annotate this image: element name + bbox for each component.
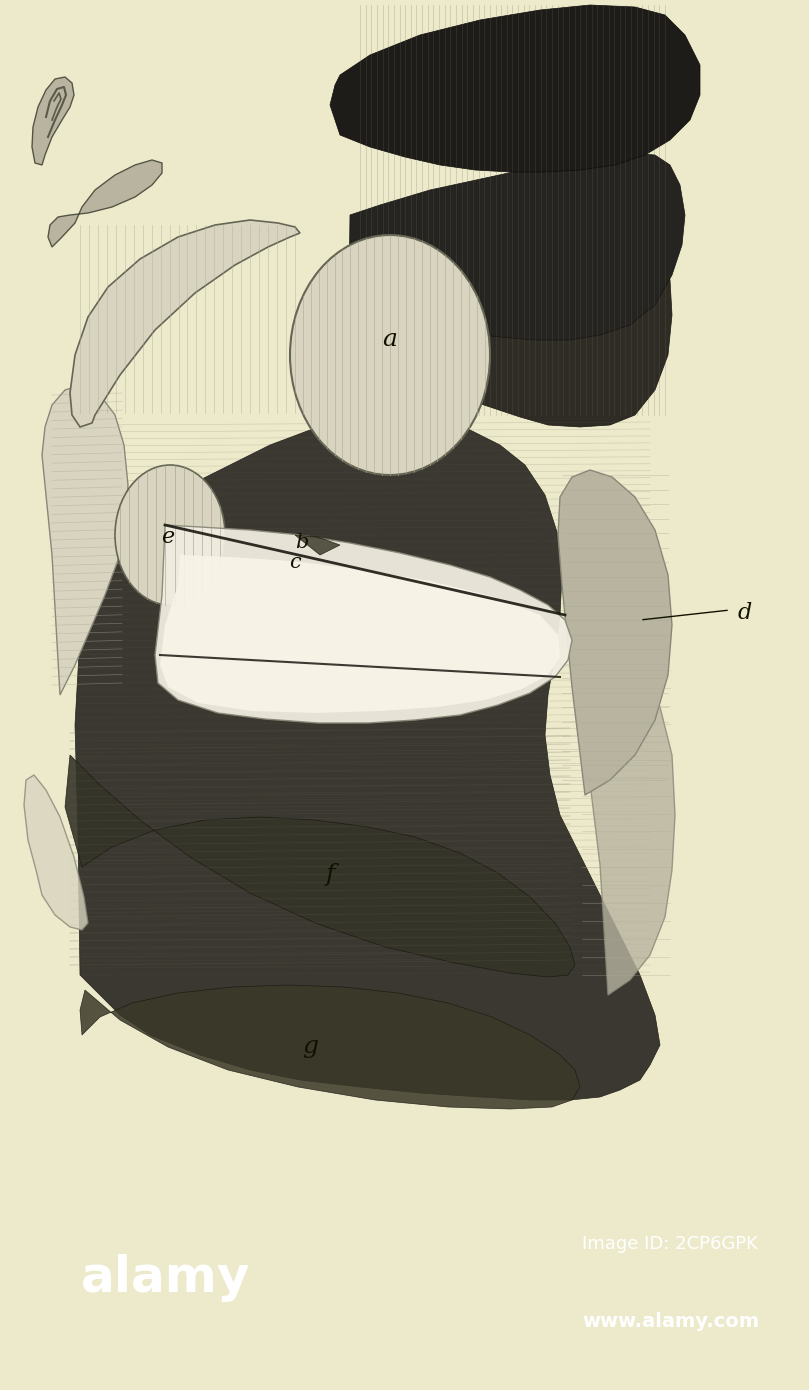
Polygon shape <box>70 220 300 427</box>
Text: a: a <box>383 328 397 352</box>
Text: d: d <box>738 602 752 624</box>
Polygon shape <box>65 755 575 977</box>
Ellipse shape <box>115 466 225 605</box>
Polygon shape <box>42 385 128 695</box>
Polygon shape <box>75 416 660 1099</box>
Text: Image ID: 2CP6GPK: Image ID: 2CP6GPK <box>582 1234 758 1252</box>
Text: www.alamy.com: www.alamy.com <box>582 1312 760 1330</box>
Polygon shape <box>48 160 162 247</box>
Text: f: f <box>325 863 335 887</box>
Polygon shape <box>24 776 88 930</box>
Polygon shape <box>155 525 572 723</box>
Polygon shape <box>330 6 700 172</box>
Text: c: c <box>289 553 301 573</box>
Polygon shape <box>330 153 685 370</box>
Text: alamy: alamy <box>81 1254 251 1302</box>
Text: e: e <box>162 525 175 548</box>
Polygon shape <box>578 664 675 995</box>
Polygon shape <box>558 470 672 795</box>
Polygon shape <box>360 247 672 427</box>
Polygon shape <box>295 535 340 555</box>
Polygon shape <box>160 555 560 713</box>
Polygon shape <box>32 76 74 165</box>
Text: b: b <box>295 534 309 552</box>
Polygon shape <box>80 986 580 1109</box>
Text: g: g <box>302 1036 318 1059</box>
Ellipse shape <box>290 235 490 475</box>
Polygon shape <box>0 0 809 1175</box>
